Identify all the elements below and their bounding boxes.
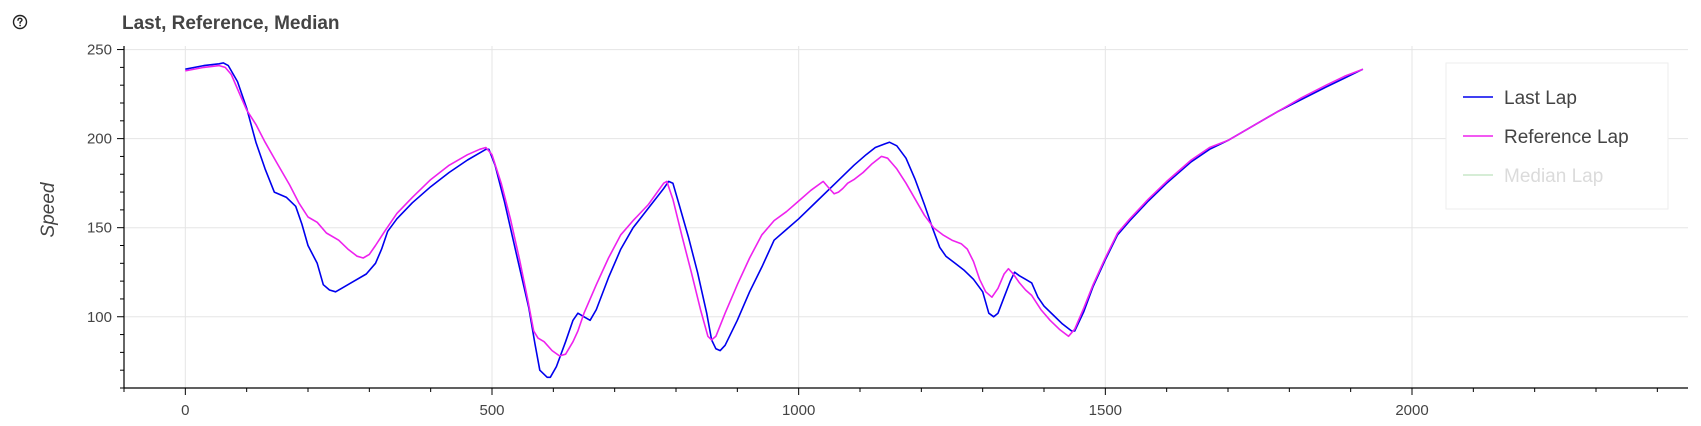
y-tick-label: 250 xyxy=(87,42,112,59)
help-icon[interactable] xyxy=(12,14,28,30)
legend-label: Last Lap xyxy=(1504,88,1577,109)
chart-title: Last, Reference, Median xyxy=(122,13,340,34)
legend-label: Reference Lap xyxy=(1504,127,1629,148)
y-axis-label: Speed xyxy=(38,181,59,237)
legend-item-reference-lap[interactable]: Reference Lap xyxy=(1463,127,1629,148)
legend-item-last-lap[interactable]: Last Lap xyxy=(1463,88,1577,109)
y-tick-label: 100 xyxy=(87,309,112,326)
legend: Last Lap Reference Lap Median Lap xyxy=(1445,62,1669,210)
series-lines xyxy=(185,62,1364,379)
y-tick-label: 200 xyxy=(87,131,112,148)
reference-lap-line xyxy=(185,64,1364,357)
axes: 0 500 1000 1500 2000 100 150 200 250 xyxy=(87,42,1688,419)
y-tick-label: 150 xyxy=(87,220,112,237)
legend-label: Median Lap xyxy=(1504,166,1603,187)
x-tick-label: 1500 xyxy=(1089,402,1122,419)
x-tick-label: 1000 xyxy=(782,402,815,419)
grid-lines xyxy=(124,46,1688,388)
x-tick-label: 500 xyxy=(479,402,504,419)
legend-item-median-lap[interactable]: Median Lap xyxy=(1463,166,1603,187)
x-tick-label: 2000 xyxy=(1395,402,1428,419)
x-tick-label: 0 xyxy=(181,402,189,419)
